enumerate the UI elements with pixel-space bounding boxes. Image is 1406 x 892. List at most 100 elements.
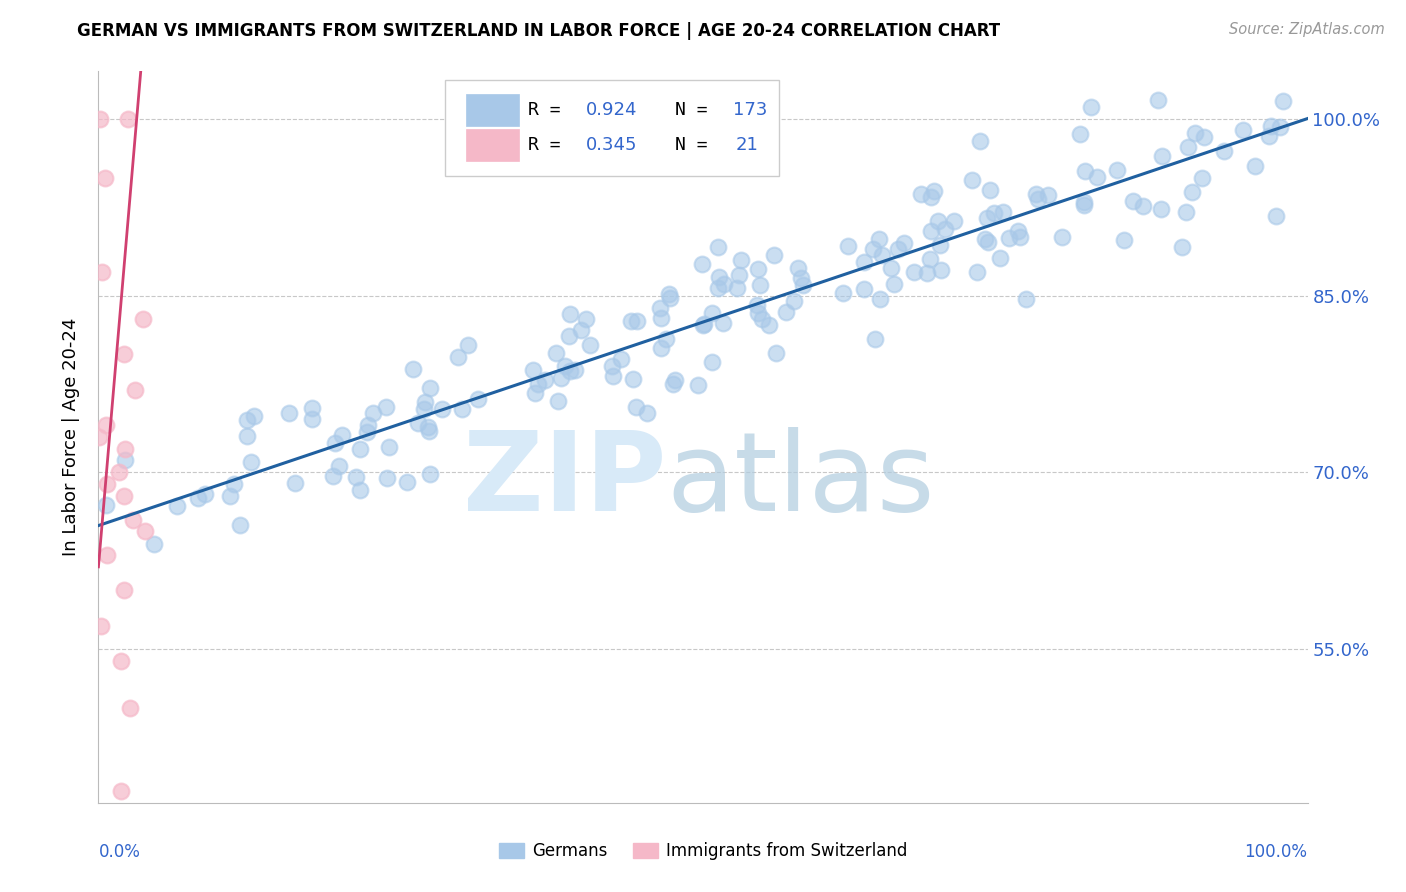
Point — [467, 392, 489, 407]
Point — [686, 378, 709, 392]
Text: N =: N = — [675, 136, 730, 154]
Point — [658, 292, 681, 306]
Point — [650, 341, 672, 355]
Point — [790, 270, 813, 285]
Point — [134, 524, 156, 539]
Point — [344, 470, 367, 484]
Point — [655, 332, 678, 346]
Point — [636, 407, 658, 421]
Text: 100.0%: 100.0% — [1244, 843, 1308, 861]
Point — [447, 350, 470, 364]
Point — [976, 211, 998, 225]
Point — [966, 265, 988, 279]
Point — [1181, 185, 1204, 199]
Point — [1014, 292, 1036, 306]
Point — [917, 266, 939, 280]
Point — [328, 458, 350, 473]
Point — [1150, 202, 1173, 217]
Point — [1271, 94, 1294, 108]
Point — [564, 363, 586, 377]
Text: 0.345: 0.345 — [586, 136, 637, 154]
Point — [90, 619, 112, 633]
Point — [664, 373, 686, 387]
Point — [124, 383, 146, 397]
Point — [1132, 199, 1154, 213]
Point — [786, 260, 808, 275]
Point — [1105, 162, 1128, 177]
Point — [1069, 127, 1091, 141]
Text: Source: ZipAtlas.com: Source: ZipAtlas.com — [1229, 22, 1385, 37]
Point — [558, 364, 581, 378]
Point — [357, 417, 380, 432]
Point — [110, 784, 132, 798]
Text: 21: 21 — [735, 136, 758, 154]
Point — [1114, 233, 1136, 247]
Point — [229, 517, 252, 532]
Point — [579, 338, 602, 352]
Point — [277, 406, 299, 420]
Point — [1008, 229, 1031, 244]
Point — [988, 251, 1011, 265]
Point — [323, 435, 346, 450]
Point — [547, 393, 569, 408]
Point — [187, 491, 209, 506]
Point — [1050, 229, 1073, 244]
Point — [927, 213, 949, 227]
Point — [396, 475, 419, 490]
Point — [349, 483, 371, 498]
Point — [301, 401, 323, 416]
Point — [1191, 170, 1213, 185]
Point — [89, 112, 111, 126]
Point — [1122, 194, 1144, 209]
Point — [108, 466, 131, 480]
Point — [979, 183, 1001, 197]
Point — [166, 499, 188, 513]
Point — [112, 347, 135, 361]
Point — [991, 205, 1014, 219]
Point — [626, 314, 648, 328]
Point — [692, 317, 714, 331]
Point — [1073, 198, 1095, 212]
Point — [869, 292, 891, 306]
Point — [920, 224, 942, 238]
Point — [763, 248, 786, 262]
FancyBboxPatch shape — [465, 94, 519, 127]
Point — [707, 281, 730, 295]
Point — [1244, 159, 1267, 173]
Point — [349, 442, 371, 456]
Point — [602, 368, 624, 383]
Point — [621, 371, 644, 385]
Point — [1080, 100, 1102, 114]
Point — [747, 298, 769, 312]
Point — [960, 173, 983, 187]
Point — [96, 548, 118, 562]
Point — [1184, 126, 1206, 140]
Point — [730, 253, 752, 268]
Point — [1175, 205, 1198, 219]
Point — [934, 221, 956, 235]
Point — [928, 238, 950, 252]
Point — [114, 442, 136, 456]
Point — [707, 240, 730, 254]
Point — [527, 377, 550, 392]
Point — [121, 513, 143, 527]
Point — [94, 418, 117, 433]
Text: R =: R = — [527, 101, 571, 120]
Point — [524, 386, 547, 401]
Point — [700, 306, 723, 320]
Point — [998, 231, 1021, 245]
Point — [91, 265, 114, 279]
Point — [1194, 129, 1216, 144]
Point — [534, 374, 557, 388]
Point — [969, 134, 991, 148]
Point — [973, 232, 995, 246]
Point — [976, 235, 998, 249]
Point — [418, 419, 440, 434]
Legend: Germans, Immigrants from Switzerland: Germans, Immigrants from Switzerland — [499, 842, 907, 860]
Point — [1036, 188, 1059, 202]
Point — [1150, 149, 1173, 163]
Point — [831, 286, 853, 301]
Point — [402, 361, 425, 376]
Point — [322, 469, 344, 483]
Text: atlas: atlas — [666, 427, 935, 534]
